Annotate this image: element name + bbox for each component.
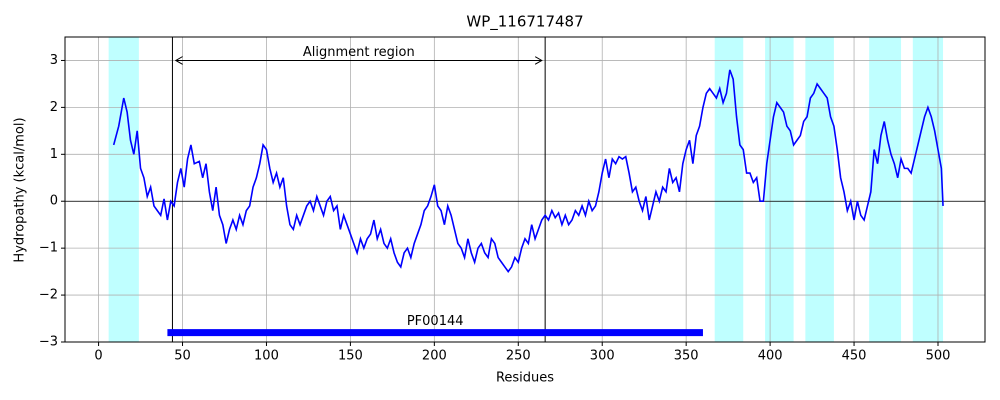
x-tick-label: 500 <box>926 349 951 364</box>
y-tick-label: 3 <box>50 53 58 68</box>
y-tick-label: 2 <box>50 100 58 115</box>
y-tick-label: 0 <box>50 194 58 209</box>
highlight-span <box>912 37 944 342</box>
domain-label: PF00144 <box>407 314 464 329</box>
x-axis-label: Residues <box>496 371 554 386</box>
x-tick-label: 200 <box>422 349 447 364</box>
y-tick-label: 1 <box>50 147 58 162</box>
y-tick-label: −1 <box>39 241 58 256</box>
x-tick-label: 0 <box>94 349 102 364</box>
y-tick-label: −2 <box>39 288 58 303</box>
highlight-span <box>869 37 902 342</box>
annotation-text: Alignment region <box>303 45 415 60</box>
hydropathy-line <box>112 69 944 273</box>
x-tick-label: 400 <box>758 349 783 364</box>
highlight-span <box>714 37 744 342</box>
x-tick-label: 250 <box>506 349 531 364</box>
x-tick-label: 450 <box>842 349 867 364</box>
chart-title: WP_116717487 <box>466 13 583 32</box>
domain-bar <box>167 329 703 337</box>
highlight-span <box>765 37 794 342</box>
x-tick-label: 150 <box>338 349 363 364</box>
x-tick-label: 100 <box>254 349 279 364</box>
x-tick-label: 300 <box>590 349 615 364</box>
highlight-span <box>805 37 834 342</box>
x-tick-label: 350 <box>674 349 699 364</box>
highlight-span <box>108 37 139 342</box>
plot-frame <box>64 36 986 343</box>
y-axis-label: Hydropathy (kcal/mol) <box>13 117 28 262</box>
x-tick-label: 50 <box>174 349 191 364</box>
y-tick-label: −3 <box>39 335 58 350</box>
